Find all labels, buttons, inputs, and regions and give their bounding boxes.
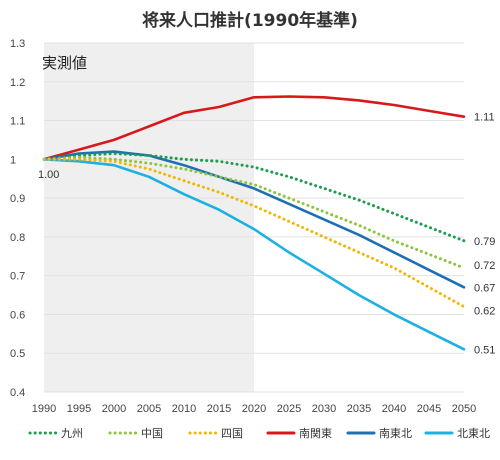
x-axis-ticks: 1990 1995 2000 2005 2010 2015 2020 2025 2030 2035… bbox=[32, 403, 476, 415]
legend-label: 北東北 bbox=[457, 427, 490, 440]
x-tick-label: 2005 bbox=[137, 403, 161, 415]
y-tick-label: 0.7 bbox=[10, 271, 25, 283]
series-line bbox=[42, 150, 466, 289]
x-tick-label: 2000 bbox=[102, 403, 126, 415]
series-end-labels: 0.79 0.72 0.62 1.11 0.67 0.51 bbox=[474, 112, 495, 357]
legend: 九州 中国 四国 南関東 南東北 北東北 bbox=[28, 427, 490, 440]
series-end-label: 0.67 bbox=[474, 282, 495, 294]
series-line bbox=[42, 152, 466, 243]
series-end-label: 0.62 bbox=[474, 306, 495, 318]
x-tick-label: 2045 bbox=[417, 403, 441, 415]
series-end-label: 0.51 bbox=[474, 344, 495, 356]
actual-period-label: 実測値 bbox=[42, 54, 87, 72]
y-tick-label: 1.2 bbox=[10, 77, 25, 89]
series-end-label: 0.72 bbox=[474, 260, 495, 272]
legend-label: 九州 bbox=[61, 427, 83, 440]
y-tick-label: 1 bbox=[10, 154, 16, 166]
chart-title: 将来人口推計(1990年基準) bbox=[142, 10, 358, 31]
series-line bbox=[42, 157, 466, 309]
x-tick-label: 2010 bbox=[172, 403, 196, 415]
y-tick-label: 0.4 bbox=[10, 387, 25, 399]
x-tick-label: 2025 bbox=[277, 403, 301, 415]
legend-label: 四国 bbox=[221, 427, 243, 440]
y-tick-label: 0.9 bbox=[10, 193, 25, 205]
y-tick-label: 1.3 bbox=[10, 38, 25, 50]
legend-label: 中国 bbox=[141, 427, 163, 440]
series-end-label: 0.79 bbox=[474, 236, 495, 248]
actual-period-band bbox=[44, 43, 254, 392]
y-axis-ticks: 0.4 0.5 0.6 0.7 0.8 0.9 1 1.1 1.2 1.3 bbox=[10, 38, 25, 399]
x-tick-label: 2035 bbox=[347, 403, 371, 415]
x-tick-label: 1990 bbox=[32, 403, 56, 415]
x-tick-label: 2050 bbox=[452, 403, 476, 415]
series-lines bbox=[42, 95, 466, 351]
x-tick-label: 2040 bbox=[382, 403, 406, 415]
y-tick-label: 0.8 bbox=[10, 232, 25, 244]
series-line bbox=[42, 95, 466, 161]
x-tick-label: 2030 bbox=[312, 403, 336, 415]
series-end-label: 1.11 bbox=[474, 112, 495, 124]
start-value-label: 1.00 bbox=[38, 169, 59, 181]
x-tick-label: 2020 bbox=[242, 403, 266, 415]
y-tick-label: 1.1 bbox=[10, 116, 25, 128]
legend-label: 南東北 bbox=[379, 427, 412, 440]
x-tick-label: 1995 bbox=[67, 403, 91, 415]
x-tick-label: 2015 bbox=[207, 403, 231, 415]
y-tick-label: 0.5 bbox=[10, 348, 25, 360]
y-tick-label: 0.6 bbox=[10, 309, 25, 321]
legend-label: 南関東 bbox=[299, 427, 332, 440]
series-line bbox=[42, 158, 466, 351]
series-line bbox=[42, 155, 466, 270]
